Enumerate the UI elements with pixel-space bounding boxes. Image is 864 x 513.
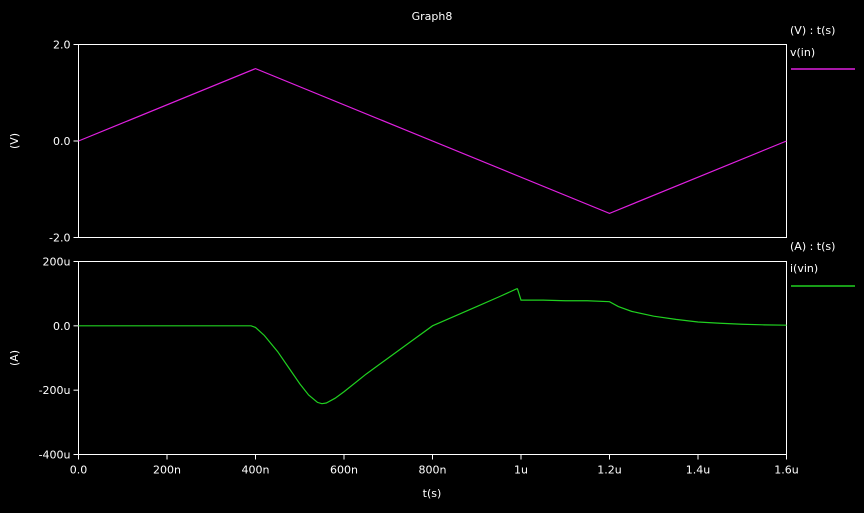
current-legend-header: (A) : t(s) [790, 240, 835, 253]
x-tick-label: 1.2u [597, 464, 621, 477]
voltage-axis-label: (V) [8, 133, 21, 149]
legend-label-ivin: i(vin) [790, 262, 818, 275]
x-tick-label: 0.0 [70, 464, 88, 477]
current-y-ticks: 200u 0.0 -200u -400u [39, 256, 79, 462]
y-tick-label: 0.0 [53, 135, 71, 148]
x-tick-label: 1.6u [774, 464, 798, 477]
y-tick-label: 2.0 [53, 39, 71, 52]
current-axis-label: (A) [8, 350, 21, 366]
time-x-ticks: 0.0 200n 400n 600n 800n 1u 1.2u 1.4u 1.6u [70, 454, 799, 477]
x-tick-label: 600n [330, 464, 358, 477]
x-tick-label: 200n [153, 464, 181, 477]
y-tick-label: -200u [39, 384, 71, 397]
y-tick-label: -400u [39, 449, 71, 462]
graph-title: Graph8 [412, 10, 453, 23]
series-ivin-line[interactable] [78, 288, 787, 405]
y-tick-label: 200u [43, 256, 71, 269]
series-vin-line[interactable] [78, 67, 787, 215]
x-tick-label: 400n [242, 464, 270, 477]
x-tick-label: 1u [514, 464, 528, 477]
y-tick-label: 0.0 [53, 320, 71, 333]
current-panel: (A) (A) : t(s) i(vin) 200u0.0-200u-400u … [8, 240, 855, 500]
voltage-y-ticks: 2.0 0.0 -2.0 [49, 39, 79, 245]
voltage-panel: (V) (V) : t(s) v(in) 2.0 0.0 -2.0 [8, 24, 855, 245]
time-axis-label: t(s) [423, 487, 442, 500]
y-tick-label: -2.0 [49, 232, 70, 245]
x-tick-label: 1.4u [686, 464, 710, 477]
legend-label-vin: v(in) [790, 46, 815, 59]
voltage-legend-header: (V) : t(s) [790, 24, 835, 37]
x-tick-label: 800n [419, 464, 447, 477]
